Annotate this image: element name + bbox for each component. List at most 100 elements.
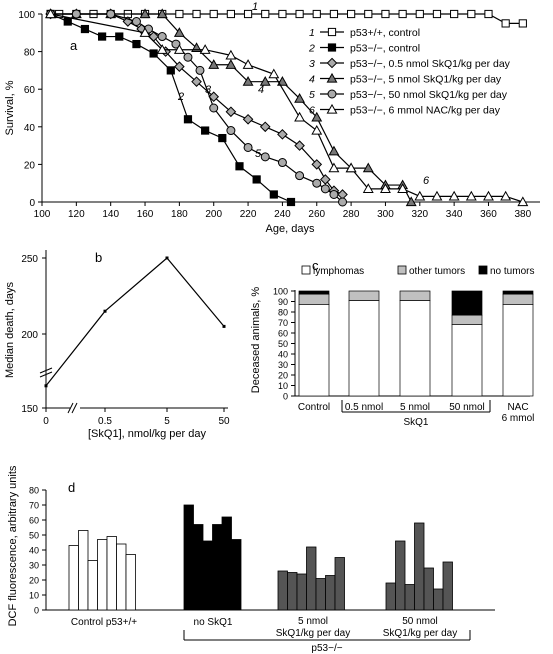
panel-a-legend-label: p53−/−, 0.5 nmol SkQ1/kg per day: [350, 58, 511, 70]
panel-b-x-tick-label: 5: [164, 416, 170, 427]
panel-c-y-tick-label: 60: [278, 329, 288, 339]
panel-a-point-series-2: [269, 190, 278, 199]
panel-a-point-series-1: [278, 9, 287, 19]
panel-a-point-series-2: [80, 24, 90, 34]
panel-c-y-label: Deceased animals, %: [250, 287, 262, 394]
panel-d-genotype-label: p53−/−: [311, 643, 342, 654]
panel-b-point: [103, 309, 107, 313]
panel-a-point-series-1: [467, 9, 476, 19]
panel-a-point-series-1: [484, 9, 493, 19]
panel-a-point-series-4: [276, 76, 288, 86]
panel-c-bar-segment: [502, 304, 534, 397]
panel-a-y-label: Survival, %: [4, 80, 16, 135]
panel-b-x-tick-label: 50: [218, 416, 230, 427]
panel-d-bar: [78, 530, 89, 611]
panel-a-point-series-4: [362, 162, 374, 173]
panel-a-point-series-6: [328, 162, 340, 173]
panel-a-curve-label-2: 2: [177, 91, 184, 103]
panel-c-bar-segment: [399, 300, 431, 397]
panel-d-y-tick-label: 40: [29, 546, 39, 556]
panel-d-bar: [414, 522, 425, 611]
panel-d-bar: [315, 578, 326, 611]
panel-a-point-series-5: [243, 142, 253, 152]
panel-a-point-series-2: [98, 32, 107, 41]
panel-a-point-series-5: [312, 178, 322, 188]
panel-a-y-tick-label: 20: [24, 160, 36, 171]
panel-a-point-series-4: [208, 59, 220, 69]
panel-a-point-series-6: [156, 44, 168, 54]
panel-a-point-series-3: [320, 174, 331, 185]
panel-a-point-series-4: [156, 8, 168, 19]
panel-d-bar: [106, 536, 117, 611]
panel-a-point-series-5: [295, 171, 305, 181]
panel-d-bar: [334, 557, 345, 611]
panel-c-legend-label: lymphomas: [313, 266, 364, 277]
panel-a-point-series-2: [149, 49, 158, 58]
panel-b-letter: b: [95, 250, 102, 265]
panel-a-point-series-2: [252, 175, 261, 184]
panel-a-point-series-4: [328, 145, 340, 156]
panel-a-point-series-3: [294, 140, 305, 151]
panel-d-letter: d: [68, 480, 75, 495]
panel-d-bar: [212, 524, 223, 611]
panel-d-bar: [202, 540, 213, 611]
panel-a-point-series-4: [311, 111, 323, 122]
panel-a-point-series-1: [450, 9, 459, 19]
panel-a-curve-label-4: 4: [258, 84, 264, 96]
panel-b-x-tick-label: 0.5: [98, 416, 112, 427]
panel-a-x-tick-label: 300: [377, 209, 394, 220]
panel-a-y-tick-label: 60: [24, 85, 36, 96]
panel-a-point-series-6: [242, 59, 254, 69]
panel-a-point-series-4: [225, 59, 237, 69]
panel-a-point-series-1: [312, 9, 321, 19]
panel-a-point-series-1: [329, 9, 339, 19]
panel-a-x-tick-label: 160: [137, 209, 154, 220]
panel-d-y-tick-label: 80: [29, 486, 39, 496]
panel-a-point-series-3: [311, 159, 323, 170]
panel-a-point-series-1: [192, 9, 201, 19]
panel-b-y-label: Median death, days: [4, 281, 16, 378]
panel-d-bar: [395, 540, 406, 611]
panel-d-bar: [125, 554, 136, 611]
panel-a-point-series-6: [362, 183, 374, 193]
panel-d-y-tick-label: 50: [29, 531, 39, 541]
panel-a-point-series-6: [311, 124, 323, 135]
panel-c-bar-segment: [451, 290, 483, 316]
panel-a-point-series-4: [242, 76, 254, 86]
panel-a-legend-marker: [326, 72, 338, 83]
panel-d-group-label: Control p53+/+: [71, 617, 137, 628]
panel-a-curve-label-3: 3: [205, 84, 212, 96]
panel-a-x-tick-label: 220: [240, 209, 257, 220]
panel-c-category-label: 5 nmol: [400, 402, 430, 413]
panel-a-letter: a: [70, 38, 78, 53]
panel-a-point-series-2: [63, 17, 72, 26]
panel-a-point-series-2: [115, 32, 124, 41]
panel-d-group-label: SkQ1/kg per day: [383, 628, 457, 639]
panel-d-y-tick-label: 0: [34, 606, 39, 616]
panel-c-y-tick-label: 90: [278, 297, 288, 307]
panel-a-point-series-3: [259, 121, 271, 133]
panel-a-x-tick-label: 320: [411, 209, 428, 220]
panel-a: a 0 20 40 60 80 100 100 120 140 160 180 200 220 240 2…: [4, 1, 540, 235]
panel-a-point-series-6: [345, 162, 357, 173]
panel-a-point-series-5: [209, 103, 219, 113]
panel-d-bar: [385, 582, 396, 611]
panel-a-point-series-1: [518, 19, 527, 28]
panel-c-legend-swatch: [301, 265, 311, 275]
panel-c-y-tick-label: 70: [278, 318, 288, 328]
panel-d-bar: [183, 504, 194, 611]
panel-a-point-series-2: [218, 133, 227, 143]
panel-d-bar: [231, 539, 242, 611]
panel-b-x-axis-break: [67, 402, 74, 414]
panel-a-point-series-1: [261, 9, 270, 19]
panel-d-bar: [221, 516, 232, 611]
panel-a-x-label: Age, days: [266, 223, 315, 235]
panel-a-x-tick-label: 340: [446, 209, 463, 220]
panel-a-point-series-1: [295, 9, 304, 19]
panel-a-point-series-2: [235, 162, 244, 171]
panel-a-point-series-5: [320, 184, 330, 194]
panel-b-point: [44, 384, 48, 388]
panel-d-group-label: 50 nmol: [402, 616, 438, 627]
panel-c-y-tick-label: 30: [278, 360, 288, 370]
